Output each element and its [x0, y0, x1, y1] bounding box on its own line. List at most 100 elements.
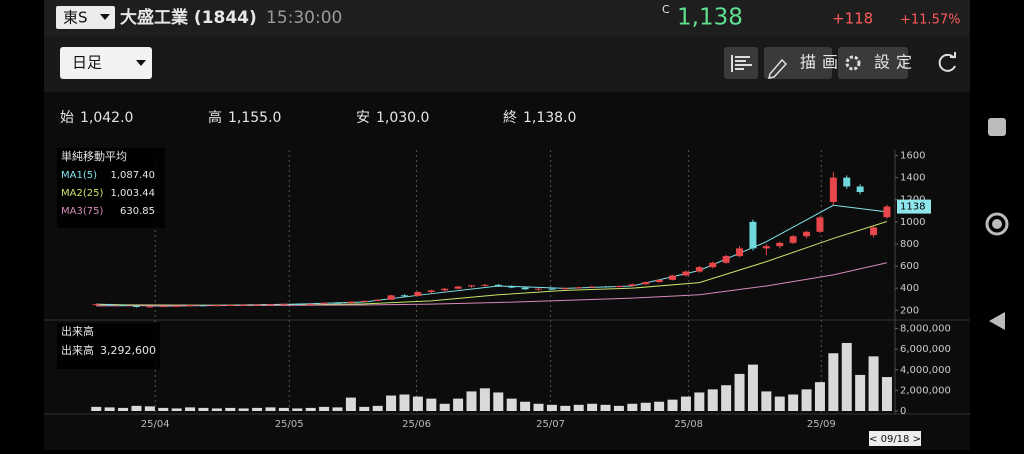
volume-bar [386, 395, 397, 411]
candle-body [669, 275, 677, 280]
volume-bar [171, 408, 182, 411]
stock-name: 大盛工業 (1844) [120, 7, 257, 28]
y-tick-label: 1400 [900, 173, 925, 184]
x-tick-label: 25/06 [402, 419, 431, 430]
candle-body [132, 305, 140, 307]
date-tag: < 09/18 > [869, 434, 921, 445]
header-bar [44, 0, 970, 36]
volume-bar [359, 406, 370, 411]
volume-value: 3,292,600 [100, 344, 156, 357]
close-marker: C [662, 3, 670, 16]
volume-bar [332, 407, 343, 411]
y-tick-label: 2,000,000 [900, 385, 951, 396]
candle-body [776, 242, 784, 247]
volume-bar [747, 364, 758, 411]
x-tick-label: 25/08 [674, 419, 703, 430]
candle-body [481, 284, 489, 286]
volume-bar [627, 403, 638, 411]
price: 1,138 [677, 5, 743, 31]
volume-bar [533, 403, 544, 411]
candle-body [400, 295, 408, 297]
candle-body [186, 305, 194, 307]
y-tick-label: 4,000,000 [900, 365, 951, 376]
volume-bar [546, 404, 557, 411]
candle-body [441, 288, 449, 291]
candle-body [695, 267, 703, 272]
change: +118 [832, 10, 873, 28]
volume-bar [372, 405, 383, 411]
volume-bar [654, 401, 665, 411]
candle-body [293, 303, 301, 305]
volume-bar [761, 391, 772, 411]
indicator-button[interactable] [724, 47, 758, 79]
x-tick-label: 25/07 [536, 419, 565, 430]
volume-bar [211, 408, 222, 411]
last-price: 1138 [900, 202, 925, 213]
candle-body [92, 304, 100, 306]
ohlc-value: 1,138.0 [523, 110, 576, 126]
candle-body [749, 221, 757, 249]
candle-body [508, 285, 516, 288]
candle-body [226, 304, 234, 306]
legend-box [57, 323, 160, 369]
list-icon [731, 55, 752, 72]
volume-bar [640, 402, 651, 411]
candle-body [414, 292, 422, 296]
candle-body [521, 287, 529, 290]
refresh-button[interactable] [938, 52, 956, 72]
change-pct: +11.57% [900, 13, 960, 28]
candle-body [333, 302, 341, 304]
nav-recents[interactable] [988, 118, 1006, 136]
volume-label: 出来高 [61, 343, 94, 357]
volume-bar [707, 389, 718, 411]
draw-button[interactable] [764, 47, 832, 79]
candle-body [655, 279, 663, 283]
settings-label: 設定 [874, 53, 918, 72]
legend-value: 1,087.40 [110, 170, 155, 181]
candle-body [387, 295, 395, 300]
nav-back[interactable] [989, 312, 1005, 330]
volume-bar [841, 342, 852, 411]
legend-entry: MA3(75) [61, 206, 103, 217]
ohlc-value: 1,042.0 [80, 110, 133, 126]
volume-bar [185, 407, 196, 411]
candle-body [106, 304, 114, 306]
candle-body [307, 303, 315, 305]
volume-bar [694, 392, 705, 411]
candle-body [535, 288, 543, 290]
candle-body [454, 286, 462, 289]
volume-bar [319, 406, 330, 411]
volume-bar [788, 394, 799, 411]
volume-bar [265, 407, 276, 411]
exchange-dropdown[interactable] [56, 6, 115, 29]
candle-body [628, 284, 636, 286]
volume-bar [828, 353, 839, 411]
legend-entry: MA2(25) [61, 188, 103, 199]
settings-button[interactable] [838, 47, 908, 79]
volume-bar [104, 407, 115, 411]
pencil-icon [767, 58, 788, 79]
y-tick-label: 6,000,000 [900, 344, 951, 355]
volume-bar [613, 405, 624, 411]
y-tick-label: 200 [900, 305, 919, 316]
volume-bar [493, 392, 504, 411]
dropdown-arrow [100, 14, 110, 20]
candle-body [213, 305, 221, 307]
candle-body [789, 236, 797, 243]
y-tick-label: 400 [900, 283, 919, 294]
candle-body [253, 304, 261, 306]
candle-body [588, 286, 596, 288]
volume-bar [667, 399, 678, 411]
volume-bar [774, 396, 785, 411]
volume-bar [814, 382, 825, 411]
volume-bar [158, 407, 169, 411]
period-dropdown[interactable] [60, 47, 152, 79]
candle-body [615, 285, 623, 288]
draw-label: 描画 [800, 53, 844, 72]
candle-body [870, 227, 878, 236]
volume-bar [881, 377, 892, 411]
volume-title: 出来高 [61, 324, 94, 338]
nav-home[interactable] [985, 212, 1009, 236]
